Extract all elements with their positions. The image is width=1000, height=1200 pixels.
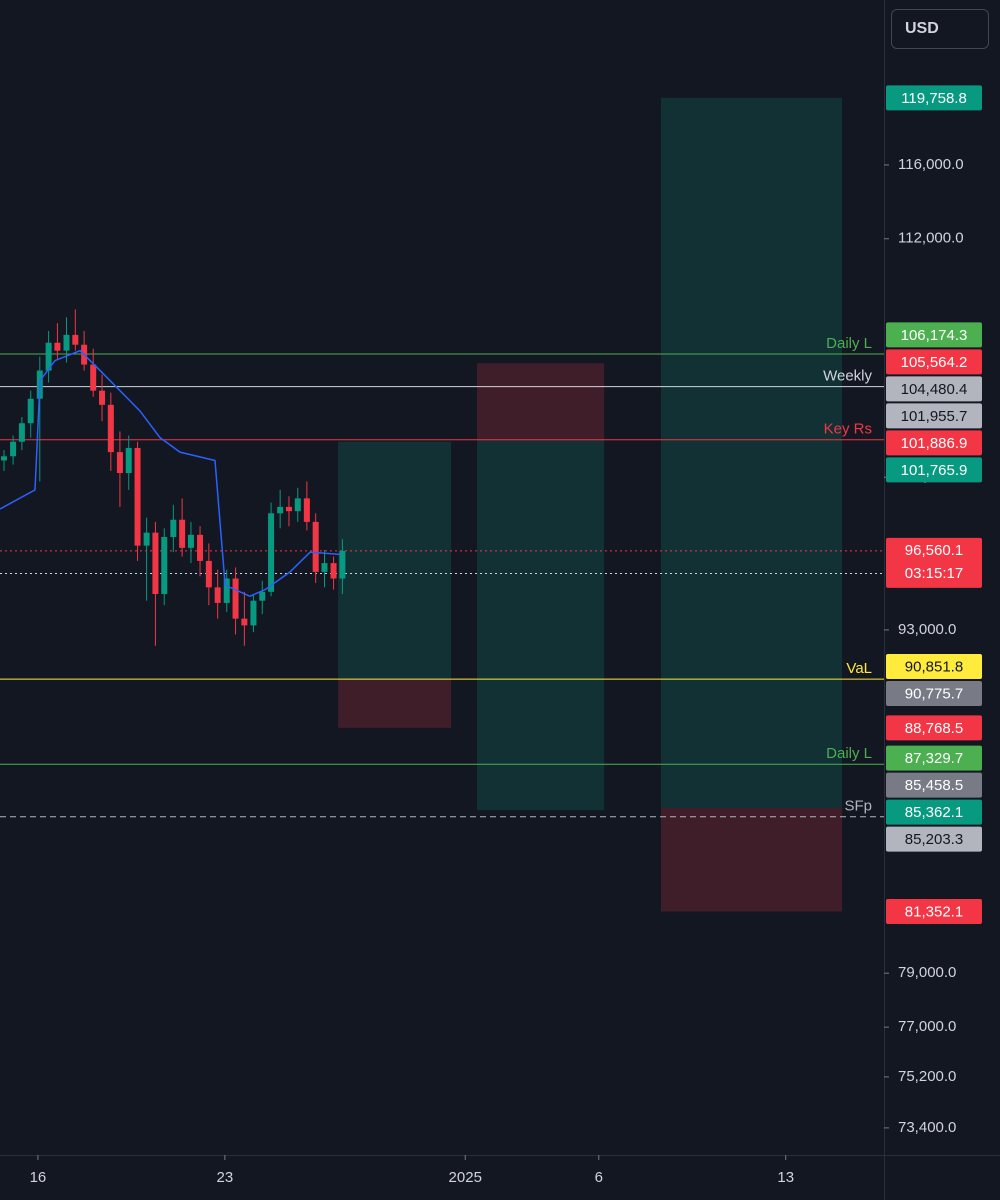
candle-body xyxy=(161,536,168,595)
price-badge-label: 105,564.2 xyxy=(901,354,968,371)
price-badge xyxy=(886,680,982,706)
candle-body xyxy=(45,342,52,371)
current-price-label: 96,560.1 xyxy=(905,542,963,559)
candle-body xyxy=(285,506,292,512)
y-tick-label: 75,200.0 xyxy=(898,1068,956,1085)
level-label: VaL xyxy=(846,660,872,677)
price-badge-label: 81,352.1 xyxy=(905,903,963,920)
candle-body xyxy=(214,587,221,603)
x-tick-label: 13 xyxy=(777,1169,794,1186)
candle-body xyxy=(18,423,25,442)
price-badge xyxy=(886,403,982,429)
price-badge-label: 90,775.7 xyxy=(905,685,963,702)
stop-zone xyxy=(338,679,452,728)
moving-average xyxy=(0,349,341,598)
target-zone xyxy=(660,97,843,808)
candle-body xyxy=(116,452,123,474)
candle-body xyxy=(259,591,266,601)
price-badge-label: 88,768.5 xyxy=(905,720,963,737)
candle-body xyxy=(90,364,97,391)
price-badge xyxy=(886,898,982,924)
candle-body xyxy=(152,532,159,595)
candle-body xyxy=(134,447,141,546)
price-badge xyxy=(886,826,982,852)
stop-zone xyxy=(660,807,843,912)
candle-body xyxy=(321,563,328,572)
price-badge-label: 90,851.8 xyxy=(905,658,963,675)
candle-body xyxy=(170,519,177,537)
price-badge-label: 106,174.3 xyxy=(901,327,968,344)
x-tick-label: 6 xyxy=(595,1169,603,1186)
y-tick-label: 77,000.0 xyxy=(898,1018,956,1035)
candle-body xyxy=(10,441,17,457)
target-zone xyxy=(338,441,452,680)
x-tick-label: 16 xyxy=(30,1169,47,1186)
level-label: SFp xyxy=(844,798,872,815)
candle-body xyxy=(1,456,8,461)
candle-body xyxy=(277,506,284,514)
price-badge xyxy=(886,799,982,825)
price-badge-label: 85,362.1 xyxy=(905,804,963,821)
price-badge-label: 87,329.7 xyxy=(905,750,963,767)
stop-zone xyxy=(476,363,605,441)
candle-body xyxy=(330,563,337,579)
countdown: 03:15:17 xyxy=(905,565,963,582)
price-badge xyxy=(886,457,982,483)
price-badge xyxy=(886,715,982,741)
candle-body xyxy=(107,404,114,453)
price-badge xyxy=(886,85,982,111)
level-label: Key Rs xyxy=(824,421,872,438)
candle-body xyxy=(179,519,186,548)
x-tick-label: 2025 xyxy=(449,1169,482,1186)
candle-body xyxy=(27,398,34,424)
price-badge-label: 85,203.3 xyxy=(905,831,963,848)
price-badge xyxy=(886,349,982,375)
candle-body xyxy=(232,578,239,619)
price-badge-label: 85,458.5 xyxy=(905,777,963,794)
level-label: Daily L xyxy=(826,335,872,352)
x-tick-label: 23 xyxy=(217,1169,234,1186)
price-badge xyxy=(886,376,982,402)
y-tick-label: 73,400.0 xyxy=(898,1119,956,1136)
price-badge xyxy=(886,322,982,348)
candle-body xyxy=(63,334,70,351)
candle-body xyxy=(294,498,301,512)
candle-body xyxy=(72,334,79,345)
price-badge xyxy=(886,430,982,456)
price-badge xyxy=(886,772,982,798)
candle-body xyxy=(187,534,194,548)
candle-body xyxy=(54,342,61,351)
candle-body xyxy=(241,618,248,626)
candle-body xyxy=(250,600,257,626)
y-tick-label: 93,000.0 xyxy=(898,621,956,638)
price-badge xyxy=(886,745,982,771)
current-price-badge xyxy=(886,537,982,588)
candle-body xyxy=(99,390,106,405)
price-badge-label: 101,886.9 xyxy=(901,435,968,452)
target-zone xyxy=(476,440,605,811)
currency-button[interactable]: USD xyxy=(891,9,989,49)
price-badge-label: 119,758.8 xyxy=(901,90,967,107)
candle-body xyxy=(205,560,212,588)
price-badge-label: 101,765.9 xyxy=(901,462,968,479)
y-tick-label: 79,000.0 xyxy=(898,964,956,981)
candle-body xyxy=(143,532,150,546)
candle-body xyxy=(268,513,275,592)
candle-body xyxy=(303,498,310,522)
y-tick-label: 112,000.0 xyxy=(898,230,964,247)
price-badge xyxy=(886,653,982,679)
plot-area xyxy=(0,97,884,912)
level-label: Daily L xyxy=(826,745,872,762)
price-badge-label: 104,480.4 xyxy=(901,381,968,398)
level-label: Weekly xyxy=(823,368,872,385)
candle-body xyxy=(197,534,204,561)
candle-body xyxy=(125,447,132,474)
candle-body xyxy=(312,521,319,572)
candle-body xyxy=(223,578,230,603)
price-badge-label: 101,955.7 xyxy=(901,408,968,425)
y-tick-label: 116,000.0 xyxy=(898,156,964,173)
candle-body xyxy=(339,550,346,579)
